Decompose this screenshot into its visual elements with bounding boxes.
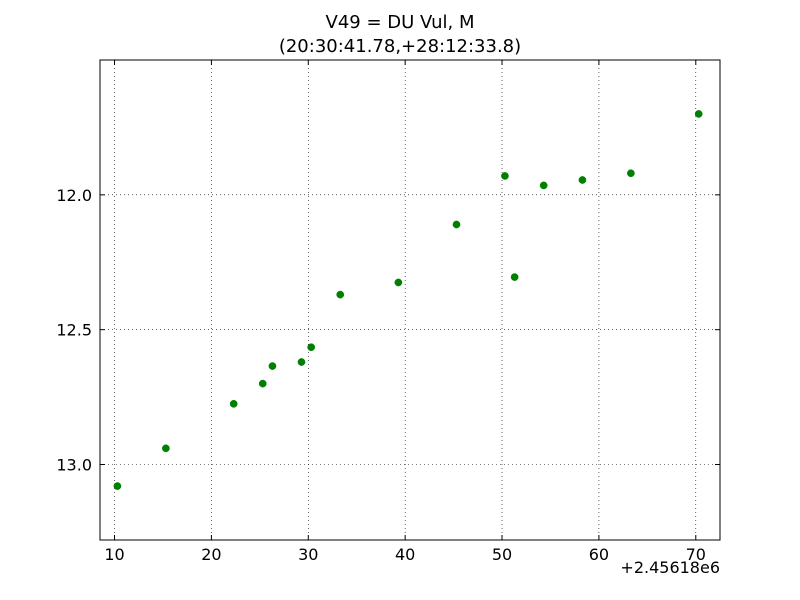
x-tick-label: 50 — [492, 545, 512, 564]
data-point — [268, 362, 277, 370]
data-point — [539, 181, 548, 190]
y-tick-label: 12.0 — [56, 186, 92, 205]
data-point — [510, 273, 519, 281]
data-points — [113, 110, 703, 490]
data-point — [694, 110, 703, 118]
data-point — [336, 290, 345, 299]
data-point — [394, 278, 403, 287]
data-point — [162, 444, 170, 453]
x-tick-label: 70 — [686, 545, 706, 564]
x-tick-label: 30 — [298, 545, 318, 564]
x-tick-label: 60 — [589, 545, 609, 564]
data-point — [258, 379, 267, 388]
data-point — [501, 172, 509, 180]
data-point — [627, 169, 635, 178]
data-point — [297, 358, 306, 366]
grid-lines — [100, 60, 720, 540]
data-point — [452, 220, 461, 229]
y-tick-label: 12.5 — [56, 321, 92, 340]
x-tick-label: 20 — [201, 545, 221, 564]
data-point — [578, 176, 587, 184]
axis-ticks — [100, 60, 720, 540]
x-tick-label: 40 — [395, 545, 415, 564]
x-axis-offset-label: +2.45618e6 — [620, 558, 720, 577]
data-point — [307, 343, 316, 352]
plot-frame — [99, 59, 721, 541]
chart-subtitle: (20:30:41.78,+28:12:33.8) — [278, 36, 522, 57]
data-point — [113, 482, 122, 490]
chart-title: V49 = DU Vul, M — [325, 12, 475, 33]
x-tick-label: 10 — [104, 545, 124, 564]
y-tick-label: 13.0 — [56, 455, 92, 474]
data-point — [229, 399, 238, 408]
tick-labels: 10 20 30 40 50 60 70 12.0 12.5 13.0 — [56, 186, 706, 564]
